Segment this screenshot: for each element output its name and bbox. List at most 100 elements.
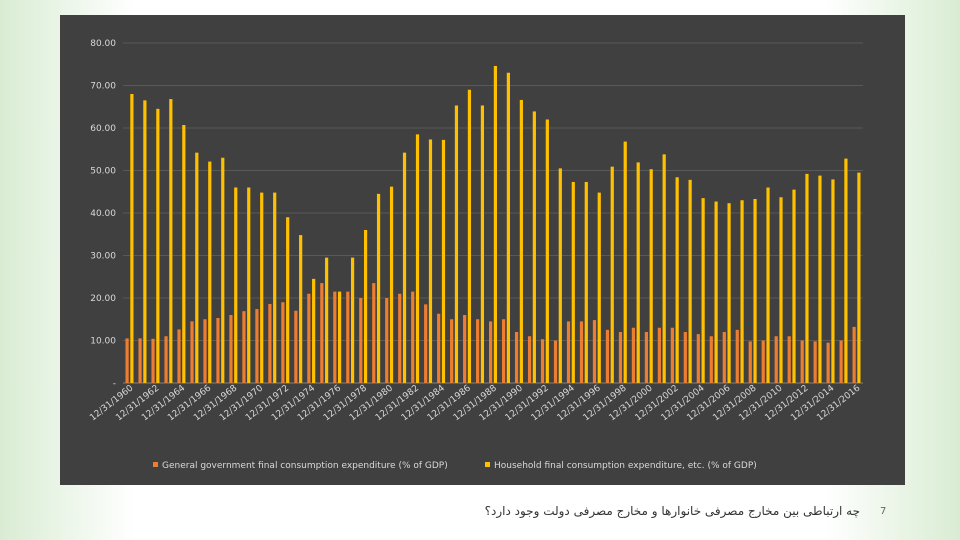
bar-general-government (138, 338, 142, 383)
bar-household (818, 175, 822, 383)
bar-household (299, 235, 303, 383)
chart-panel: - 10.00 20.00 30.00 40.00 50.00 60.00 70.00 80.0… (60, 15, 905, 485)
y-axis-ticks: - 10.00 20.00 30.00 40.00 50.00 60.00 70.00 80.0… (90, 39, 116, 389)
legend: General government final consumption exp… (153, 461, 757, 471)
bar-household (610, 166, 614, 383)
bar-household (182, 125, 186, 384)
bar-general-government (644, 332, 648, 383)
slide-number: 7 (880, 506, 887, 517)
bar-general-government (605, 329, 610, 383)
bar-general-government (242, 311, 246, 383)
bar-household (195, 152, 199, 383)
bar-general-government (450, 319, 454, 383)
bar-household (143, 100, 147, 383)
bar-household (740, 200, 744, 383)
y-tick-label: 60.00 (90, 124, 116, 134)
bar-household (454, 105, 459, 383)
legend-entry-general-government: General government final consumption exp… (162, 461, 448, 471)
bar-household (532, 111, 536, 384)
bar-general-government (657, 327, 661, 383)
bar-household (130, 94, 134, 383)
bar-general-government (735, 329, 739, 383)
bar-general-government (852, 326, 856, 383)
bar-household (376, 193, 381, 383)
bar-household (701, 198, 705, 383)
bar-general-government (527, 336, 532, 383)
bar-household (156, 108, 160, 383)
y-tick-label: 70.00 (90, 82, 116, 92)
bar-household (649, 169, 653, 383)
bar-general-government (553, 340, 558, 383)
bar-household (325, 257, 329, 383)
bar-general-government (839, 340, 843, 383)
bar-general-government (346, 291, 350, 383)
bar-household (480, 105, 485, 383)
y-tick-label: - (113, 379, 116, 389)
bar-general-government (164, 336, 168, 383)
bar-general-government (696, 334, 700, 383)
bar-household (597, 192, 601, 383)
bar-general-government (398, 293, 402, 383)
bar-household (753, 198, 757, 383)
bar-household (363, 230, 368, 383)
y-tick-label: 50.00 (90, 167, 116, 177)
bar-general-government (385, 298, 389, 383)
bar-general-government (151, 338, 155, 383)
bar-general-government (437, 313, 441, 383)
bar-household (402, 152, 407, 383)
bar-general-government (307, 293, 311, 383)
bar-general-government (372, 283, 376, 383)
bar-household (519, 99, 523, 383)
bar-general-government (229, 315, 233, 383)
y-tick-label: 30.00 (90, 252, 116, 262)
bar-general-government (476, 319, 480, 383)
bar-household (662, 154, 666, 383)
bar-household (688, 179, 692, 383)
bar-household (260, 192, 264, 383)
bar-household (273, 192, 277, 383)
bar-household (389, 186, 394, 383)
bar-general-government (268, 303, 272, 383)
y-tick-label: 20.00 (90, 294, 116, 304)
bar-general-government (320, 283, 324, 383)
y-tick-label: 80.00 (90, 39, 116, 49)
bar-general-government (411, 291, 415, 383)
bar-general-government (294, 310, 298, 383)
bar-general-government (579, 321, 584, 383)
bar-general-government (592, 320, 597, 383)
y-tick-label: 10.00 (90, 337, 116, 347)
bar-general-government (125, 338, 129, 383)
bar-general-government (463, 315, 467, 383)
bar-household (338, 291, 342, 383)
bar-household (792, 189, 796, 383)
bar-household (545, 119, 549, 383)
bar-general-government (670, 327, 674, 383)
y-tick-label: 40.00 (90, 209, 116, 219)
bar-general-government (631, 327, 636, 383)
bar-general-government (281, 302, 285, 383)
bar-general-government (826, 342, 830, 383)
bar-general-government (203, 319, 207, 383)
bar-general-government (813, 341, 817, 383)
bars (125, 65, 861, 384)
bar-general-government (333, 291, 337, 383)
gridlines (123, 42, 863, 384)
bar-general-government (722, 332, 726, 383)
bar-household (805, 173, 809, 383)
bar-general-government (424, 304, 428, 383)
bar-household (506, 72, 510, 383)
bar-household (234, 187, 238, 383)
bar-general-government (566, 321, 571, 383)
bar-general-government (190, 321, 194, 383)
bar-household (727, 203, 731, 383)
bar-chart: - 10.00 20.00 30.00 40.00 50.00 60.00 70.00 80.0… (88, 39, 863, 471)
bar-household (247, 187, 251, 383)
legend-swatch (485, 462, 490, 467)
bar-household (415, 134, 420, 383)
bar-household (844, 158, 848, 383)
legend-swatch (153, 462, 158, 467)
bar-general-government (501, 319, 506, 383)
bar-household (584, 181, 588, 383)
bar-household (831, 179, 835, 383)
bar-general-government (787, 336, 791, 383)
